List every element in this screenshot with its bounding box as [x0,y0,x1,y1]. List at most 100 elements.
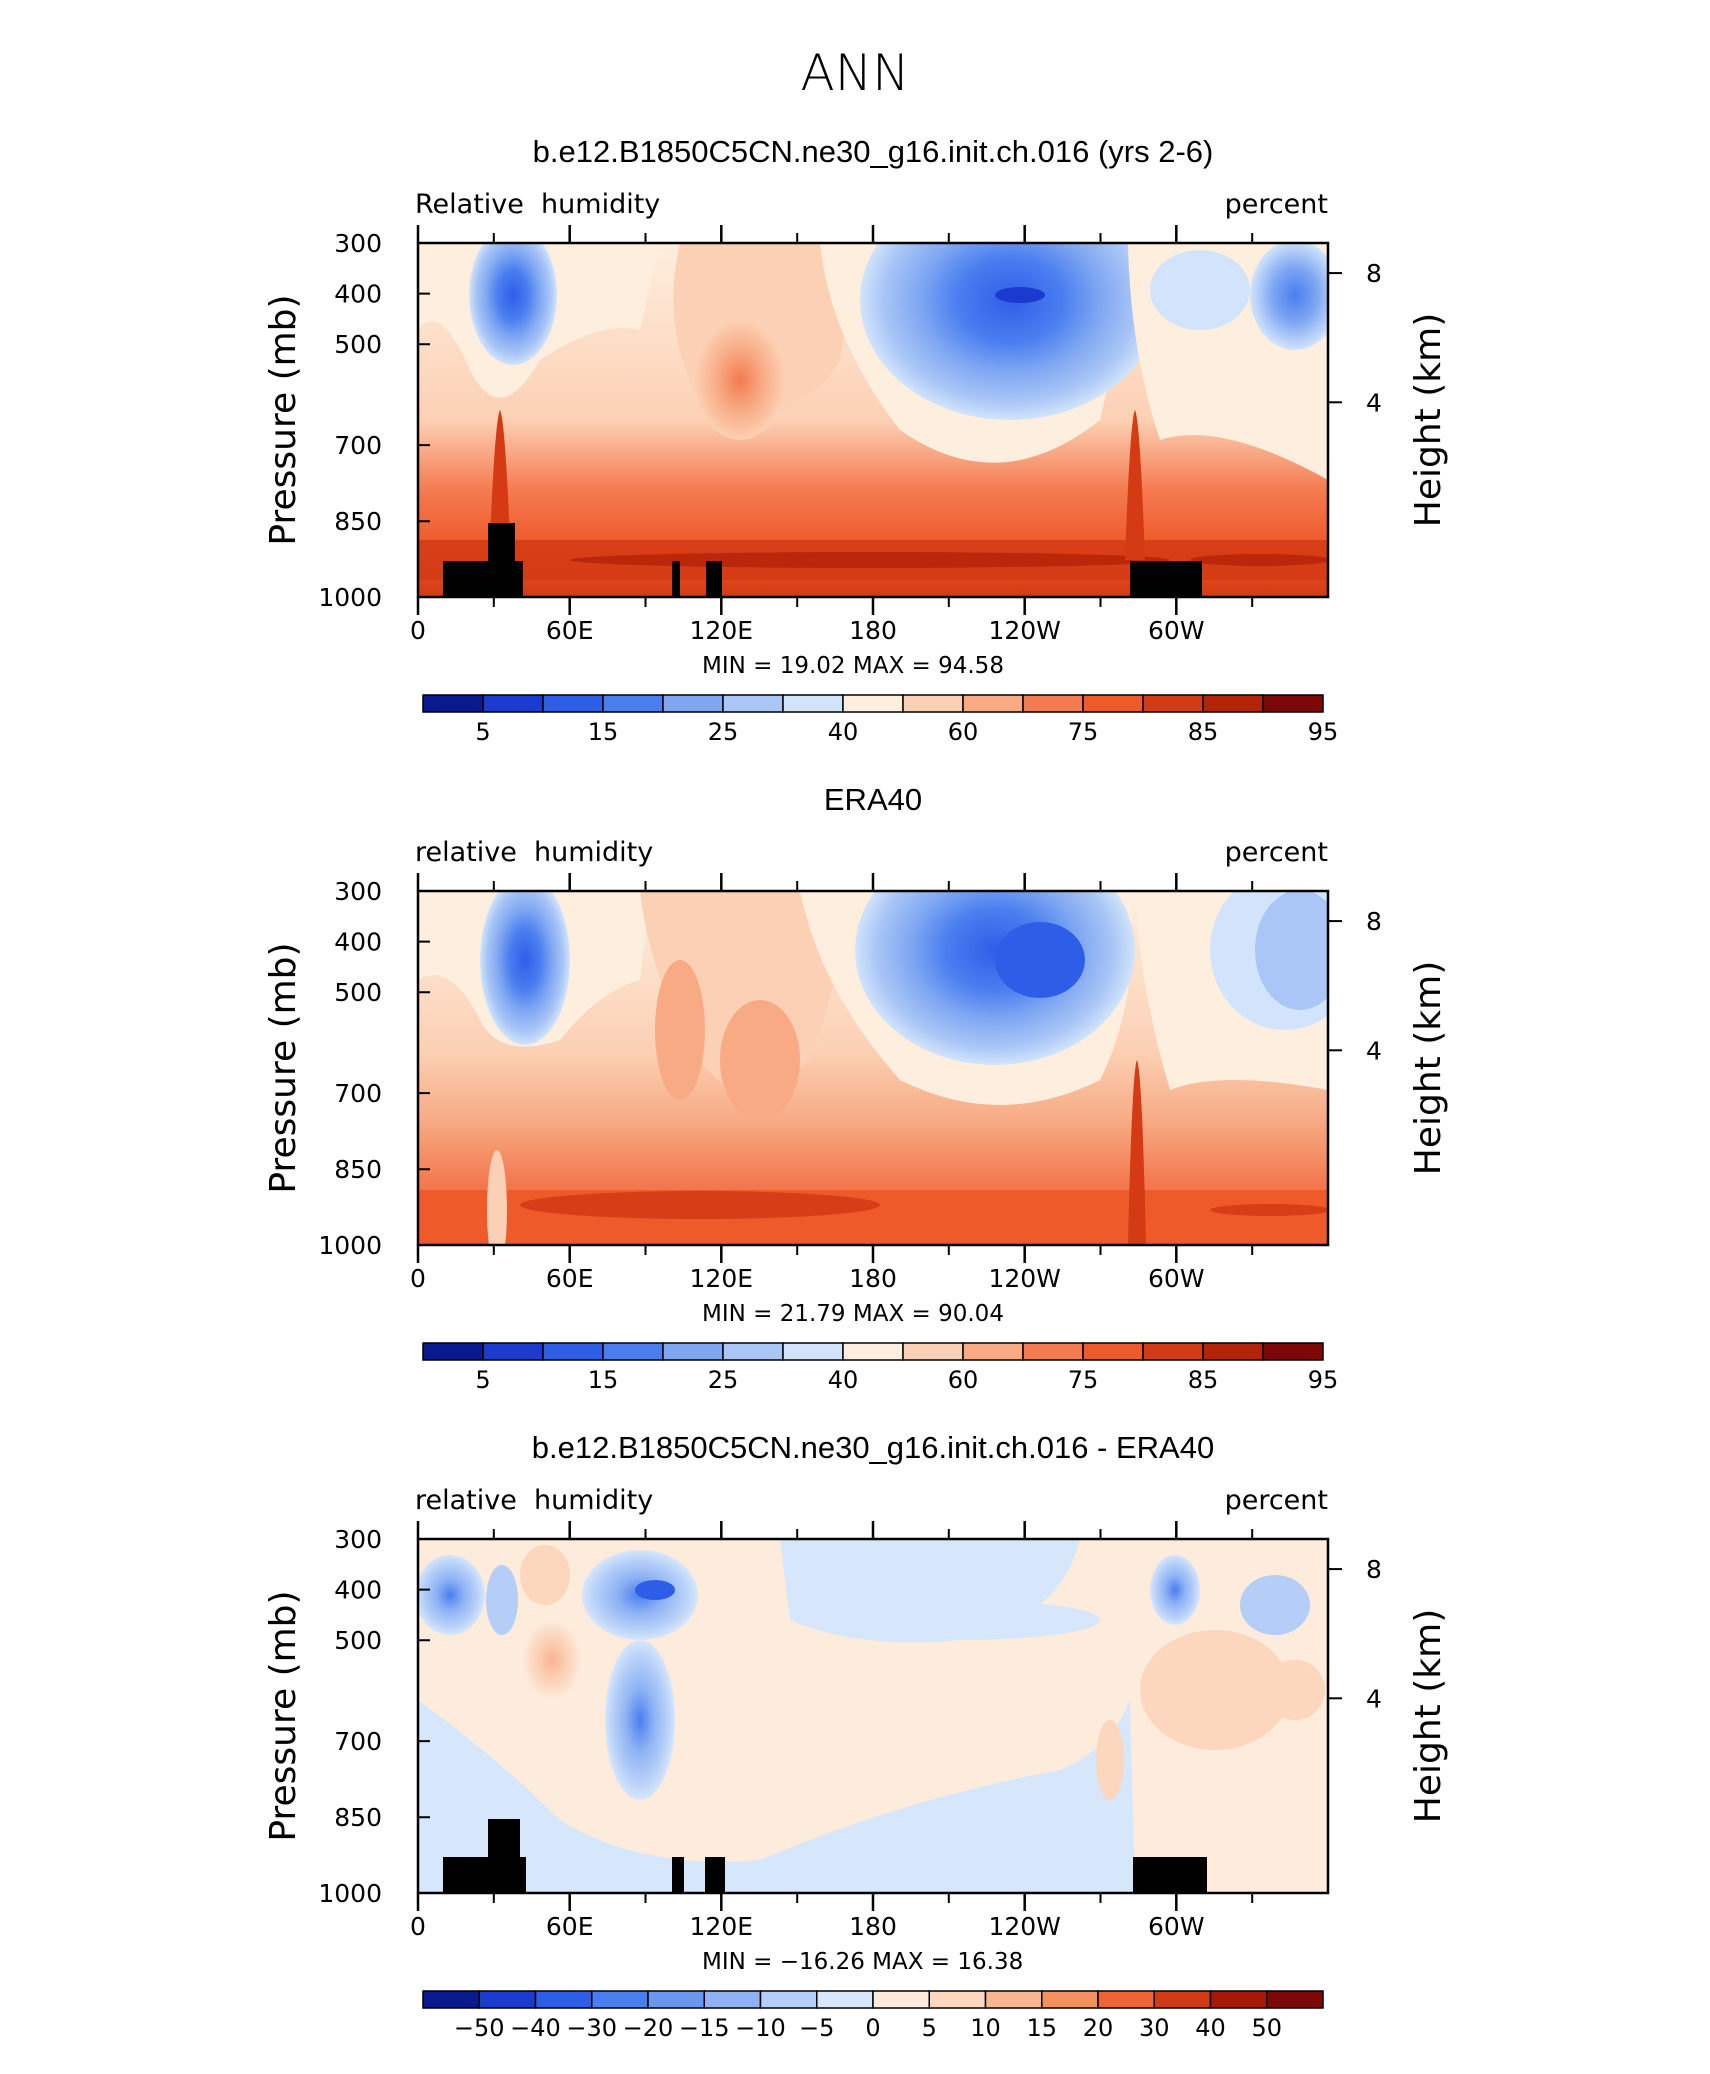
x-tick-label: 60W [1148,1912,1205,1941]
colorbar-label: 60 [948,718,979,746]
x-tick-label: 60W [1148,1264,1205,1293]
y-tick-label: 300 [334,1525,382,1554]
colorbar-label: 40 [1195,2014,1226,2042]
colorbar-swatch [1266,1990,1324,2009]
x-tick-label: 0 [410,1264,426,1293]
colorbar-label: 60 [948,1366,979,1394]
stats-text: MIN = 21.79 MAX = 90.04 [702,1301,1004,1327]
colorbar-label: 10 [970,2014,1001,2042]
y-tick-label: 1000 [318,1879,382,1908]
panel-right-label: percent [1225,1485,1328,1516]
colorbar-swatch [902,1342,964,1361]
x-tick-label: 180 [849,1912,897,1941]
stats-text: MIN = 19.02 MAX = 94.58 [702,653,1004,679]
y-tick-label: 850 [334,507,382,536]
topography-mask [443,523,1202,597]
y-tick-label: 1000 [318,583,382,612]
x-tick-label: 120W [988,1912,1060,1941]
colorbar-label: 15 [588,718,619,746]
colorbar-label: −20 [623,2014,674,2042]
y2-tick-label: 8 [1366,259,1382,288]
colorbar-swatch [478,1990,537,2009]
y-tick-label: 850 [334,1155,382,1184]
x-tick-label: 180 [849,1264,897,1293]
y2-axis-title: Height (km) [1408,313,1449,527]
colorbar-swatch [703,1990,762,2009]
colorbar-swatch [482,694,544,713]
heatmap-field [418,891,1328,1245]
y-axis-title: Pressure (mb) [263,294,304,545]
y2-tick-label: 4 [1366,1684,1382,1713]
colorbar-swatch [542,694,604,713]
colorbar-label: −15 [679,2014,730,2042]
x-tick-label: 0 [410,1912,426,1941]
x-tick-label: 120E [690,1264,754,1293]
colorbar-swatch [662,1342,724,1361]
heatmap-field [418,243,1328,597]
colorbar-swatch [928,1990,987,2009]
colorbar-swatch [816,1990,874,2009]
colorbar-label: 95 [1308,718,1339,746]
panel-title: b.e12.B1850C5CN.ne30_g16.init.ch.016 - E… [532,1430,1214,1465]
x-tick-label: 180 [849,616,897,645]
y-tick-label: 400 [334,928,382,957]
colorbar-swatch [1202,694,1264,713]
colorbar-label: 25 [708,1366,739,1394]
y2-tick-label: 8 [1366,907,1382,936]
x-tick-label: 60E [546,1264,594,1293]
x-tick-label: 60E [546,1912,594,1941]
colorbar-swatch [1142,1342,1204,1361]
x-tick-label: 120E [690,1912,754,1941]
colorbar-label: −10 [735,2014,786,2042]
panel-left-label: Relative humidity [415,189,660,220]
colorbar-label: 5 [922,2014,937,2042]
panel-right-label: percent [1225,837,1328,868]
panel-difference: b.e12.B1850C5CN.ne30_g16.init.ch.016 - E… [263,1430,1449,2042]
colorbar-swatch [759,1990,818,2009]
colorbar-swatch [591,1990,649,2009]
colorbar-swatch [422,694,484,713]
colorbar-swatch [1153,1990,1212,2009]
colorbar-swatch [602,1342,664,1361]
colorbar-label: 75 [1068,718,1099,746]
colorbar-label: 75 [1068,1366,1099,1394]
colorbar-swatch [984,1990,1043,2009]
x-tick-label: 120W [988,616,1060,645]
colorbar-swatch [782,694,844,713]
colorbar-swatch [962,694,1024,713]
y-tick-label: 700 [334,1727,382,1756]
y2-tick-label: 8 [1366,1555,1382,1584]
y-tick-label: 500 [334,330,382,359]
colorbar-label: 0 [865,2014,880,2042]
colorbar-label: −50 [454,2014,505,2042]
colorbar-swatch [1262,1342,1324,1361]
stats-text: MIN = −16.26 MAX = 16.38 [702,1949,1023,1975]
colorbar-label: 40 [828,1366,859,1394]
y2-tick-label: 4 [1366,1036,1382,1065]
y2-axis-title: Height (km) [1408,961,1449,1175]
panel-left-label: relative humidity [415,837,653,868]
colorbar-swatch [872,1990,930,2009]
colorbar-swatch [902,694,964,713]
colorbar-label: 5 [475,718,490,746]
figure-title: ANN [800,44,909,102]
colorbar-swatch [1082,1342,1144,1361]
panel-observed: ERA40 relative humidity percent 30040050… [263,782,1449,1394]
colorbar-swatch [662,694,724,713]
y-axis-title: Pressure (mb) [263,942,304,1193]
y-tick-label: 300 [334,229,382,258]
colorbar-swatch [542,1342,604,1361]
colorbar-label: 85 [1188,1366,1219,1394]
colorbar-label: 30 [1139,2014,1170,2042]
colorbar-label: 40 [828,718,859,746]
x-tick-label: 60E [546,616,594,645]
y-tick-label: 1000 [318,1231,382,1260]
x-tick-label: 120E [690,616,754,645]
colorbar-swatch [1209,1990,1268,2009]
colorbar-swatch [1202,1342,1264,1361]
colorbar-swatch [534,1990,593,2009]
y-tick-label: 500 [334,1626,382,1655]
x-tick-label: 120W [988,1264,1060,1293]
panel-title: ERA40 [824,782,922,817]
y2-tick-label: 4 [1366,388,1382,417]
